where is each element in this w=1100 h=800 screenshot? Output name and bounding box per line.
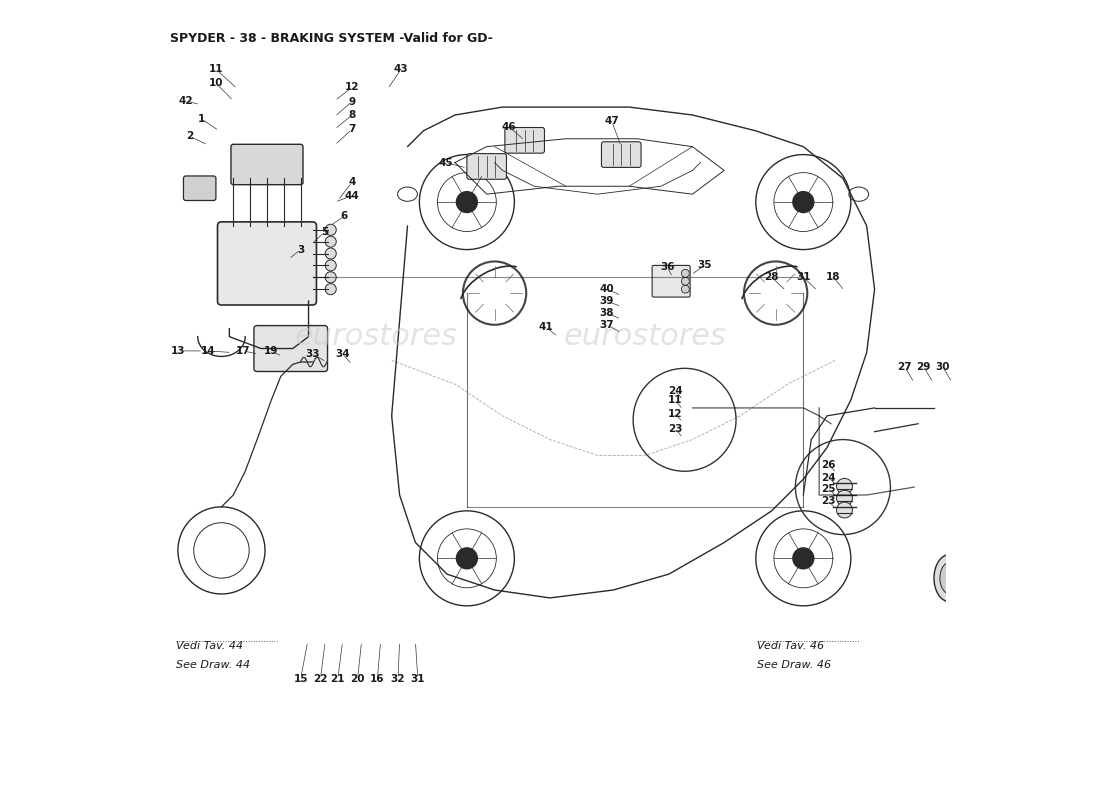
Text: 18: 18 xyxy=(826,272,840,282)
Circle shape xyxy=(837,490,852,506)
Text: 25: 25 xyxy=(822,484,836,494)
Text: See Draw. 44: See Draw. 44 xyxy=(176,660,251,670)
Text: 23: 23 xyxy=(822,496,836,506)
Text: 7: 7 xyxy=(349,124,355,134)
Text: 28: 28 xyxy=(764,272,779,282)
FancyBboxPatch shape xyxy=(466,154,506,179)
Text: See Draw. 46: See Draw. 46 xyxy=(758,660,832,670)
Text: 40: 40 xyxy=(600,284,614,294)
Text: 45: 45 xyxy=(438,158,453,167)
Circle shape xyxy=(681,286,690,293)
Text: 39: 39 xyxy=(600,296,614,306)
Text: 37: 37 xyxy=(600,320,614,330)
Text: 33: 33 xyxy=(306,349,320,359)
Text: 8: 8 xyxy=(349,110,355,120)
Circle shape xyxy=(837,502,852,518)
Text: 31: 31 xyxy=(796,272,811,282)
Text: 19: 19 xyxy=(264,346,278,356)
Text: Vedi Tav. 44: Vedi Tav. 44 xyxy=(176,642,243,651)
FancyBboxPatch shape xyxy=(505,127,544,153)
Text: 35: 35 xyxy=(697,261,712,270)
Ellipse shape xyxy=(934,554,966,602)
Text: 23: 23 xyxy=(668,423,682,434)
FancyBboxPatch shape xyxy=(184,176,216,201)
Circle shape xyxy=(326,236,337,247)
Text: 44: 44 xyxy=(344,190,360,201)
Text: 13: 13 xyxy=(170,346,185,356)
Text: 31: 31 xyxy=(410,674,425,684)
Text: 21: 21 xyxy=(331,674,345,684)
Text: 24: 24 xyxy=(668,386,682,395)
Text: 26: 26 xyxy=(822,460,836,470)
Text: 22: 22 xyxy=(314,674,328,684)
Text: 1: 1 xyxy=(198,114,206,124)
Circle shape xyxy=(456,548,477,569)
Circle shape xyxy=(793,192,814,213)
Text: 46: 46 xyxy=(502,122,516,132)
Ellipse shape xyxy=(939,562,959,594)
Circle shape xyxy=(326,272,337,283)
Text: 11: 11 xyxy=(668,395,682,405)
Text: SPYDER - 38 - BRAKING SYSTEM -Valid for GD-: SPYDER - 38 - BRAKING SYSTEM -Valid for … xyxy=(170,32,493,45)
Text: 6: 6 xyxy=(341,211,348,222)
FancyBboxPatch shape xyxy=(602,142,641,167)
Text: 10: 10 xyxy=(209,78,223,88)
FancyBboxPatch shape xyxy=(652,266,690,297)
Text: 27: 27 xyxy=(898,362,912,372)
Text: 15: 15 xyxy=(294,674,308,684)
Text: 30: 30 xyxy=(935,362,950,372)
Text: 17: 17 xyxy=(235,346,250,356)
Text: 12: 12 xyxy=(344,82,360,92)
Text: 42: 42 xyxy=(178,96,194,106)
Text: 5: 5 xyxy=(321,227,328,237)
Circle shape xyxy=(681,278,690,286)
FancyBboxPatch shape xyxy=(218,222,317,305)
FancyBboxPatch shape xyxy=(254,326,328,371)
Circle shape xyxy=(837,478,852,494)
Text: eurostores: eurostores xyxy=(563,322,726,351)
Circle shape xyxy=(326,260,337,271)
Circle shape xyxy=(793,548,814,569)
Text: 12: 12 xyxy=(668,410,682,419)
Text: 47: 47 xyxy=(604,116,619,126)
Circle shape xyxy=(681,270,690,278)
Circle shape xyxy=(456,192,477,213)
Text: 3: 3 xyxy=(297,245,305,254)
Text: 16: 16 xyxy=(371,674,385,684)
Text: 14: 14 xyxy=(200,346,216,356)
Text: 38: 38 xyxy=(600,308,614,318)
Circle shape xyxy=(326,284,337,294)
Circle shape xyxy=(326,248,337,259)
FancyBboxPatch shape xyxy=(231,144,302,185)
Text: 2: 2 xyxy=(186,131,194,142)
Text: 32: 32 xyxy=(390,674,405,684)
Text: 41: 41 xyxy=(539,322,553,332)
Text: 11: 11 xyxy=(209,64,223,74)
Text: Vedi Tav. 46: Vedi Tav. 46 xyxy=(758,642,825,651)
Text: 34: 34 xyxy=(336,349,350,359)
Text: 24: 24 xyxy=(822,473,836,482)
Circle shape xyxy=(326,224,337,235)
Text: eurostores: eurostores xyxy=(295,322,458,351)
Text: 9: 9 xyxy=(349,97,355,106)
Text: 4: 4 xyxy=(349,178,355,187)
Text: 43: 43 xyxy=(394,64,408,74)
Text: 36: 36 xyxy=(660,262,674,272)
Text: 29: 29 xyxy=(916,362,931,372)
Text: 20: 20 xyxy=(351,674,365,684)
